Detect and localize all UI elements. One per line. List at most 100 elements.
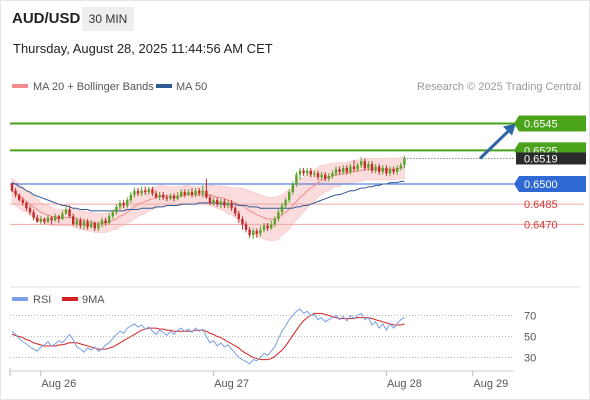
candle-body <box>140 190 143 194</box>
candle-body <box>10 184 14 191</box>
candle-body <box>385 167 388 174</box>
candle-body <box>57 216 60 219</box>
candle-body <box>208 197 212 203</box>
level-tag-0.6545 <box>514 115 586 132</box>
legend-label-ma50: MA 50 <box>176 81 207 93</box>
candle-body <box>334 169 338 174</box>
candle-body <box>309 170 312 175</box>
candle-body <box>144 190 147 193</box>
legend-label-rsi: RSI <box>33 294 51 306</box>
candle-body <box>396 167 399 172</box>
candle-body <box>133 190 136 195</box>
candle-body <box>72 216 75 225</box>
candle-body <box>403 158 406 166</box>
candle-body <box>219 201 222 205</box>
candle-body <box>212 200 215 203</box>
candle-body <box>90 222 93 228</box>
candle-body <box>115 206 118 213</box>
symbol-title: AUD/USD <box>12 10 81 27</box>
legend-swatch-9ma <box>62 297 78 301</box>
candle-body <box>136 190 140 194</box>
ma20-line <box>11 167 405 224</box>
candle-body <box>280 205 284 213</box>
candle-body <box>284 200 287 206</box>
candle-body <box>68 209 71 217</box>
candle-body <box>248 229 251 236</box>
candle-body <box>176 196 179 199</box>
rsi-tick-label: 30 <box>524 353 536 365</box>
rsi-grid: 70 50 30 <box>10 311 536 365</box>
level-label-0.6485: 0.6485 <box>524 199 558 211</box>
level-label-0.6545: 0.6545 <box>524 119 558 131</box>
candle-body <box>259 229 262 234</box>
credit-label: Research © 2025 Trading Central <box>417 81 581 93</box>
candle-body <box>14 190 17 195</box>
candle-body <box>226 202 230 206</box>
rsi-line <box>11 308 405 365</box>
candle-body <box>216 200 219 205</box>
candle-body <box>122 202 125 206</box>
candle-body <box>266 225 269 229</box>
candle-body <box>104 220 107 223</box>
timeframe-button[interactable]: 30 MIN <box>82 7 134 31</box>
candle-body <box>316 173 320 178</box>
candle-body <box>151 189 154 194</box>
legend-label-ma20: MA 20 + Bollinger Bands <box>33 81 154 93</box>
candle-body <box>381 167 384 172</box>
projection-head <box>503 123 516 136</box>
candle-body <box>18 194 21 201</box>
candle-body <box>370 163 374 171</box>
candle-body <box>356 165 359 170</box>
candle-body <box>255 231 258 234</box>
candle-body <box>28 208 32 213</box>
candle-body <box>388 169 392 174</box>
x-tick-label: Aug 28 <box>387 378 422 390</box>
candle-body <box>183 192 186 195</box>
projection-shaft <box>478 127 513 160</box>
candle-body <box>367 163 370 168</box>
candle-body <box>198 190 201 194</box>
candle-body <box>43 218 46 222</box>
candle-body <box>273 218 276 225</box>
candle-body <box>223 201 226 206</box>
x-tick-label: Aug 27 <box>214 378 249 390</box>
candle-body <box>169 196 172 199</box>
x-tick-label: Aug 26 <box>41 378 76 390</box>
candle-body <box>129 194 132 201</box>
last-price-label: 0.6519 <box>524 153 558 165</box>
candle-body <box>313 173 316 175</box>
candle-body <box>327 175 330 179</box>
candle-body <box>194 190 197 195</box>
candle-body <box>32 212 35 218</box>
candle-body <box>288 192 291 201</box>
candle-body <box>262 225 266 230</box>
candle-body <box>338 169 341 172</box>
candle-body <box>165 197 168 199</box>
candle-body <box>147 189 150 193</box>
candle-body <box>320 174 323 178</box>
candle-body <box>126 200 129 206</box>
candle-body <box>298 170 302 175</box>
projection-arrow <box>404 123 516 160</box>
candle-body <box>237 213 240 219</box>
candle-body <box>86 221 89 228</box>
candle-body <box>75 220 78 225</box>
x-tick-label: Aug 29 <box>473 378 508 390</box>
candle-body <box>172 196 176 199</box>
rsi-tick-label: 70 <box>524 311 536 323</box>
candle-body <box>378 166 381 172</box>
candle-body <box>270 224 273 229</box>
price-legend: MA 20 + Bollinger Bands MA 50 <box>12 81 207 93</box>
candle-body <box>79 220 82 226</box>
ma50-line <box>11 180 405 212</box>
candle-body <box>111 212 114 217</box>
candle-body <box>36 217 39 222</box>
candle-body <box>331 173 334 176</box>
datetime-label: Thursday, August 28, 2025 11:44:56 AM CE… <box>13 41 273 56</box>
candle-body <box>25 202 28 209</box>
rsi-tick-label: 50 <box>524 332 536 344</box>
candle-body <box>252 231 255 236</box>
candle-body <box>162 194 165 198</box>
candle-body <box>291 184 294 193</box>
